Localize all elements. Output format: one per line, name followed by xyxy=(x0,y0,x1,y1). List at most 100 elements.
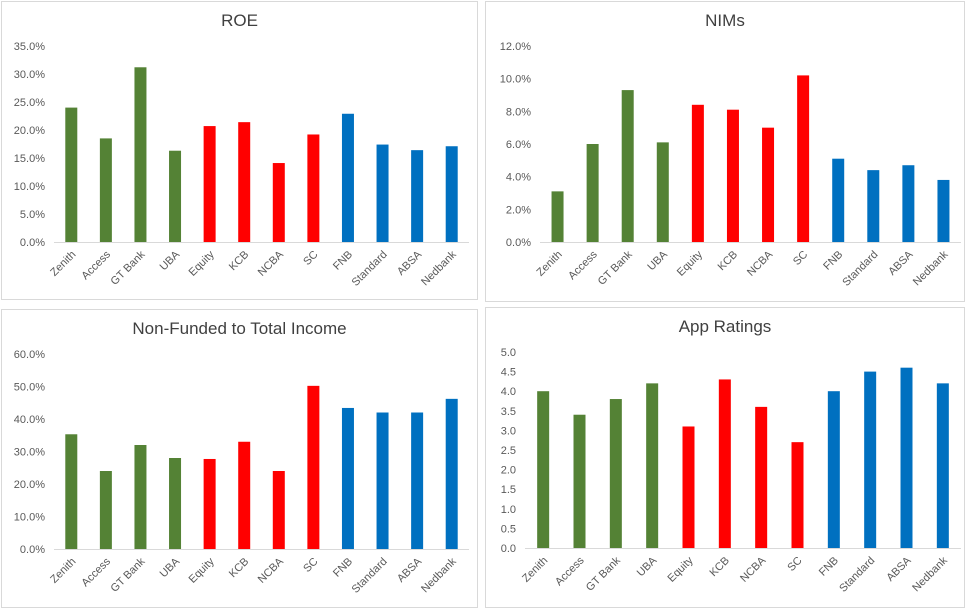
bar-kcb xyxy=(718,379,731,548)
bar-access xyxy=(99,138,112,242)
x-tick-label: Zenith xyxy=(48,556,78,586)
chart-title: App Ratings xyxy=(678,317,772,336)
bar-sc xyxy=(307,134,320,242)
non-funded-income-chart: 0.0% 10.0% 20.0% 30.0% 40.0% 50.0% 60.0% Zenith… xyxy=(14,349,469,596)
x-tick-label: Standard xyxy=(350,556,390,596)
x-tick-label: ABSA xyxy=(886,248,916,278)
y-tick-label: 60.0% xyxy=(14,349,45,361)
bar-gt-bank xyxy=(609,399,622,548)
bar-fnb xyxy=(832,158,845,242)
x-tick-label: FNB xyxy=(331,556,355,580)
app-ratings-chart-panel: App Ratings 0.0 0.5 1.0 1.5 2.0 2.5 3.0 3.5 4.0 4… xyxy=(485,307,965,608)
non-funded-income-chart-panel: Non-Funded to Total Income 0.0% 10.0% 20.0… xyxy=(1,309,478,608)
x-tick-label: NCBA xyxy=(738,554,769,585)
y-tick-label: 10.0% xyxy=(14,181,45,193)
x-tick-label: Equity xyxy=(666,554,696,584)
y-tick-label: 40.0% xyxy=(14,414,45,426)
x-tick-label: Equity xyxy=(187,248,217,278)
y-tick-label: 2.5 xyxy=(501,445,516,457)
bar-sc xyxy=(307,385,320,549)
x-tick-label: KCB xyxy=(227,249,251,273)
bar-standard xyxy=(864,371,877,548)
bar-absa xyxy=(900,367,913,548)
x-tick-label: GT Bank xyxy=(109,555,148,594)
bar-equity xyxy=(691,104,704,242)
bar-zenith xyxy=(65,434,78,549)
x-tick-label: SC xyxy=(301,249,320,268)
x-tick-label: KCB xyxy=(707,555,731,579)
bar-ncba xyxy=(755,406,768,548)
x-tick-label: Standard xyxy=(840,249,880,289)
y-tick-label: 3.0 xyxy=(501,425,516,437)
bar-gt-bank xyxy=(134,445,147,549)
y-tick-label: 0.0% xyxy=(20,237,45,249)
bar-equity xyxy=(203,126,216,242)
x-tick-label: Standard xyxy=(837,555,877,595)
roe-chart: 0.0% 5.0% 10.0% 15.0% 20.0% 25.0% 30.0% 35.0% Ze… xyxy=(14,41,469,289)
x-tick-label: Equity xyxy=(675,248,705,278)
bar-kcb xyxy=(726,109,739,242)
x-tick-label: FNB xyxy=(821,249,845,273)
bar-zenith xyxy=(65,107,78,242)
x-tick-label: Nedbank xyxy=(910,554,950,594)
y-tick-label: 4.5 xyxy=(501,367,516,379)
y-tick-label: 12.0% xyxy=(500,41,531,53)
bar-standard xyxy=(867,170,880,242)
y-tick-label: 20.0% xyxy=(14,479,45,491)
y-tick-label: 1.0 xyxy=(501,504,516,516)
x-tick-label: Nedbank xyxy=(419,248,459,288)
bar-absa xyxy=(902,165,915,242)
y-tick-label: 5.0 xyxy=(501,347,516,359)
bar-standard xyxy=(376,412,389,549)
y-tick-label: 0.0% xyxy=(506,237,531,249)
chart-title: ROE xyxy=(221,11,258,30)
x-tick-label: GT Bank xyxy=(109,248,148,287)
bar-nedbank xyxy=(445,398,458,549)
bar-nedbank xyxy=(936,383,949,548)
x-tick-label: SC xyxy=(785,555,804,574)
y-tick-label: 50.0% xyxy=(14,382,45,394)
x-tick-label: Standard xyxy=(350,249,390,289)
y-tick-label: 1.5 xyxy=(501,484,516,496)
y-tick-label: 0.0 xyxy=(501,543,516,555)
y-tick-label: 35.0% xyxy=(14,41,45,53)
x-tick-label: KCB xyxy=(716,249,740,273)
bar-gt-bank xyxy=(134,67,147,242)
y-tick-label: 25.0% xyxy=(14,97,45,109)
y-tick-label: 0.5 xyxy=(501,523,516,535)
bar-kcb xyxy=(238,441,251,549)
chart-title: Non-Funded to Total Income xyxy=(132,319,347,338)
bar-ncba xyxy=(272,163,285,242)
x-tick-label: Nedbank xyxy=(419,555,459,595)
x-tick-label: NCBA xyxy=(256,555,287,586)
y-tick-label: 20.0% xyxy=(14,125,45,137)
bar-uba xyxy=(646,383,659,548)
x-tick-label: KCB xyxy=(227,556,251,580)
bar-absa xyxy=(411,412,424,549)
x-tick-label: Access xyxy=(566,248,600,282)
y-tick-label: 30.0% xyxy=(14,69,45,81)
bar-ncba xyxy=(272,471,285,549)
x-tick-label: Zenith xyxy=(520,555,550,585)
y-tick-label: 6.0% xyxy=(506,139,531,151)
x-tick-label: ABSA xyxy=(395,248,425,278)
bar-kcb xyxy=(238,122,251,242)
x-tick-label: SC xyxy=(301,556,320,575)
bar-access xyxy=(99,471,112,549)
bar-fnb xyxy=(827,391,840,548)
x-tick-label: Zenith xyxy=(48,249,78,279)
x-tick-label: UBA xyxy=(158,555,183,580)
bar-nedbank xyxy=(937,179,950,242)
bar-fnb xyxy=(341,113,354,242)
x-tick-label: Access xyxy=(79,248,113,282)
bar-uba xyxy=(169,150,182,242)
bar-absa xyxy=(411,150,424,242)
bar-sc xyxy=(797,75,810,243)
y-tick-label: 5.0% xyxy=(20,209,45,221)
y-tick-label: 3.5 xyxy=(501,406,516,418)
nims-chart-panel: NIMs 0.0% 2.0% 4.0% 6.0% 8.0% 10.0% 12.0% Zenit… xyxy=(485,1,965,302)
x-tick-label: Equity xyxy=(187,555,217,585)
bar-standard xyxy=(376,144,389,242)
chart-title: NIMs xyxy=(705,11,745,30)
